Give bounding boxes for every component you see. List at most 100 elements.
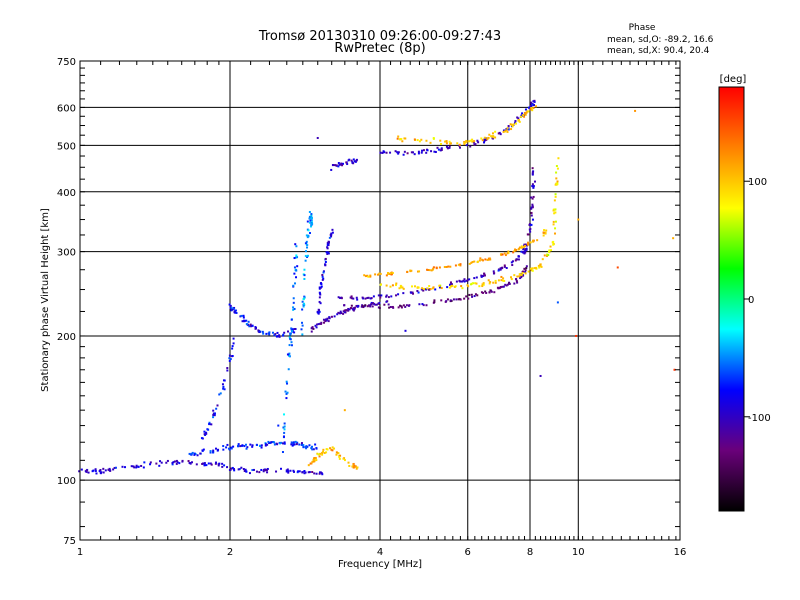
data-point xyxy=(519,277,522,280)
data-point xyxy=(385,295,388,298)
x-tick-label: 4 xyxy=(377,547,383,558)
data-point xyxy=(554,227,557,230)
data-point xyxy=(474,143,477,146)
data-point xyxy=(366,296,369,299)
data-point xyxy=(266,443,269,446)
data-point xyxy=(515,280,518,283)
data-point xyxy=(310,219,313,222)
data-point xyxy=(457,298,460,301)
data-point xyxy=(313,472,316,475)
data-point xyxy=(435,267,438,270)
data-point xyxy=(278,335,281,338)
data-point xyxy=(292,308,295,311)
data-point xyxy=(459,280,462,283)
data-point xyxy=(321,273,324,276)
data-point xyxy=(135,466,138,469)
data-point xyxy=(464,141,467,144)
data-point xyxy=(325,448,328,451)
data-point xyxy=(193,452,196,455)
data-point xyxy=(293,266,296,269)
data-point xyxy=(262,470,265,473)
data-point xyxy=(367,296,370,299)
data-point xyxy=(228,357,231,360)
outlier-point xyxy=(616,266,619,269)
data-point xyxy=(340,297,343,300)
data-point xyxy=(473,143,476,146)
data-point xyxy=(302,305,305,308)
data-point xyxy=(313,457,316,460)
data-point xyxy=(315,472,318,475)
data-point xyxy=(189,462,192,465)
data-point xyxy=(293,470,296,473)
data-point xyxy=(524,243,527,246)
data-point xyxy=(286,353,289,356)
data-point xyxy=(327,320,330,323)
data-point xyxy=(350,159,353,162)
data-point xyxy=(239,445,242,448)
data-point xyxy=(510,278,513,281)
data-point xyxy=(324,319,327,322)
data-point xyxy=(295,276,298,279)
data-point xyxy=(508,282,511,285)
data-point xyxy=(390,271,393,274)
data-point xyxy=(212,416,215,419)
data-point xyxy=(553,212,556,215)
data-point xyxy=(471,138,474,141)
data-point xyxy=(514,120,517,123)
data-point xyxy=(427,268,430,271)
data-point xyxy=(293,328,296,331)
data-point xyxy=(439,139,442,142)
data-point xyxy=(433,301,436,304)
data-point xyxy=(512,251,515,254)
data-point xyxy=(547,250,550,253)
data-point xyxy=(473,295,476,298)
data-point xyxy=(520,245,523,248)
data-point xyxy=(400,138,403,141)
data-point xyxy=(527,110,530,113)
data-point xyxy=(425,139,428,142)
data-point xyxy=(525,265,528,268)
data-point xyxy=(502,130,505,133)
data-point xyxy=(507,125,510,128)
data-point xyxy=(471,140,474,143)
data-point xyxy=(444,140,447,143)
data-point xyxy=(304,471,307,474)
data-point xyxy=(310,225,313,228)
data-point xyxy=(474,293,477,296)
data-point xyxy=(412,151,415,154)
data-point xyxy=(319,293,322,296)
data-points xyxy=(78,99,676,476)
data-point xyxy=(406,271,409,274)
colorbar-tick-label: 0 xyxy=(748,295,754,306)
data-point xyxy=(544,232,547,235)
data-point xyxy=(249,323,252,326)
data-point xyxy=(361,304,364,307)
data-point xyxy=(306,246,309,249)
data-point xyxy=(229,307,232,310)
data-point xyxy=(175,462,178,465)
data-point xyxy=(345,161,348,164)
data-point xyxy=(402,287,405,290)
data-point xyxy=(425,151,428,154)
data-point xyxy=(311,326,314,329)
data-point xyxy=(333,315,336,318)
data-point xyxy=(201,449,204,452)
data-point xyxy=(338,457,341,460)
data-point xyxy=(521,272,524,275)
data-point xyxy=(432,267,435,270)
data-point xyxy=(466,279,469,282)
data-point xyxy=(389,151,392,154)
data-point xyxy=(529,224,532,227)
data-point xyxy=(155,462,158,465)
data-point xyxy=(385,294,388,297)
data-point xyxy=(322,277,325,280)
data-point xyxy=(487,279,490,282)
data-point xyxy=(465,279,468,282)
data-point xyxy=(523,244,526,247)
data-point xyxy=(543,254,546,257)
data-point xyxy=(316,452,319,455)
data-point xyxy=(264,442,267,445)
data-point xyxy=(367,275,370,278)
data-point xyxy=(352,309,355,312)
data-point xyxy=(112,468,115,471)
